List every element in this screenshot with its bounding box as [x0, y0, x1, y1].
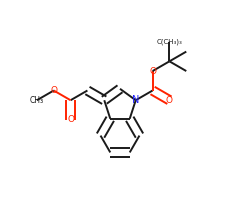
Text: O: O: [149, 67, 156, 76]
Text: O: O: [67, 115, 74, 124]
Text: N: N: [132, 95, 139, 105]
Text: CH₃: CH₃: [30, 96, 44, 105]
Text: O: O: [166, 96, 173, 105]
Text: C(CH₃)₃: C(CH₃)₃: [156, 39, 182, 45]
Text: O: O: [50, 86, 57, 95]
